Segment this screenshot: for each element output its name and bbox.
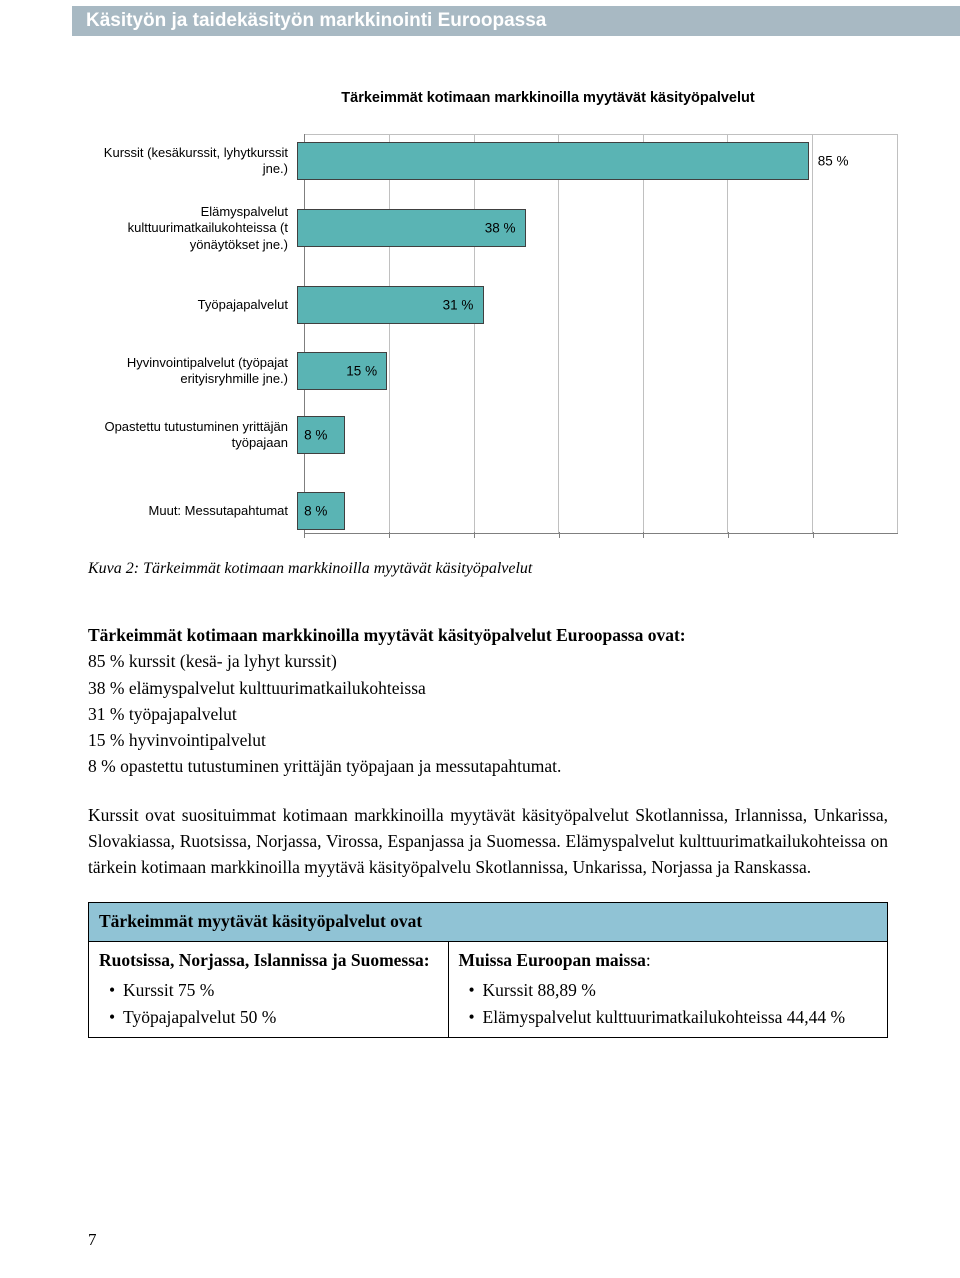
chart-gridline	[389, 135, 390, 534]
axis-tick	[389, 532, 390, 538]
axis-tick	[474, 532, 475, 538]
page-header-title: Käsityön ja taidekäsityön markkinointi E…	[86, 10, 546, 32]
chart-bar-row: Kurssit (kesäkurssit, lyhytkurssit jne.)…	[88, 142, 898, 180]
page-number: 7	[88, 1230, 97, 1250]
axis-tick	[728, 532, 729, 538]
bar-track: 8 %	[296, 416, 898, 454]
bar-track: 8 %	[296, 492, 898, 530]
bar-track: 31 %	[296, 286, 898, 324]
list-item: Työpajapalvelut 50 %	[111, 1004, 438, 1031]
chart-bar-row: Hyvinvointipalvelut (työpajat erityisryh…	[88, 352, 898, 390]
list-item: Elämyspalvelut kulttuurimatkailukohteiss…	[471, 1004, 877, 1031]
bar-value-label: 8 %	[304, 504, 327, 519]
chart-gridline	[727, 135, 728, 534]
bar-chart: Kurssit (kesäkurssit, lyhytkurssit jne.)…	[88, 134, 888, 534]
bar-track: 15 %	[296, 352, 898, 390]
chart-gridline	[812, 135, 813, 534]
summary-list-paragraph: Tärkeimmät kotimaan markkinoilla myytävä…	[88, 622, 888, 780]
table-cell-right: Muissa Euroopan maissa: Kurssit 88,89 %E…	[448, 942, 887, 1037]
figure-caption: Kuva 2: Tärkeimmät kotimaan markkinoilla…	[88, 560, 888, 578]
left-items-list: Kurssit 75 %Työpajapalvelut 50 %	[99, 977, 438, 1031]
summary-line: 15 % hyvinvointipalvelut	[88, 730, 266, 750]
bar-category-label: Elämyspalvelut kulttuurimatkailukohteiss…	[88, 204, 296, 253]
chart-plot-area	[304, 134, 898, 534]
chart-bar-row: Työpajapalvelut 31 %	[88, 286, 898, 324]
bar-value-label: 85 %	[818, 154, 849, 169]
chart-bar-row: Elämyspalvelut kulttuurimatkailukohteiss…	[88, 204, 898, 253]
bar-category-label: Kurssit (kesäkurssit, lyhytkurssit jne.)	[88, 145, 296, 178]
summary-lines: 85 % kurssit (kesä- ja lyhyt kurssit) 38 …	[88, 651, 561, 776]
summary-line: 31 % työpajapalvelut	[88, 704, 237, 724]
bar-track: 38 %	[296, 209, 898, 247]
summary-table: Tärkeimmät myytävät käsityöpalvelut ovat…	[88, 902, 888, 1038]
bar-value-label: 31 %	[443, 298, 474, 313]
summary-line: 85 % kurssit (kesä- ja lyhyt kurssit)	[88, 651, 337, 671]
bar-category-label: Opastettu tutustuminen yrittäjän työpaja…	[88, 419, 296, 452]
bar-category-label: Hyvinvointipalvelut (työpajat erityisryh…	[88, 355, 296, 388]
body-paragraph: Kurssit ovat suosituimmat kotimaan markk…	[88, 802, 888, 881]
axis-tick	[813, 532, 814, 538]
chart-y-axis	[304, 134, 305, 534]
list-item: Kurssit 88,89 %	[471, 977, 877, 1004]
axis-tick	[559, 532, 560, 538]
chart-gridline	[558, 135, 559, 534]
left-region-label: Ruotsissa, Norjassa, Islannissa ja Suome…	[99, 947, 438, 974]
axis-tick	[304, 532, 305, 538]
axis-tick	[643, 532, 644, 538]
page-header: Käsityön ja taidekäsityön markkinointi E…	[72, 6, 960, 36]
chart-bar-row: Muut: Messutapahtumat 8 %	[88, 492, 898, 530]
bar-track: 85 %	[296, 142, 898, 180]
chart-gridline	[643, 135, 644, 534]
bar-value-label: 8 %	[304, 428, 327, 443]
table-cell-left: Ruotsissa, Norjassa, Islannissa ja Suome…	[89, 942, 449, 1037]
bar-value-label: 15 %	[346, 364, 377, 379]
chart-title: Tärkeimmät kotimaan markkinoilla myytävä…	[208, 90, 888, 106]
chart-x-axis	[304, 533, 898, 534]
list-item: Kurssit 75 %	[111, 977, 438, 1004]
summary-lead: Tärkeimmät kotimaan markkinoilla myytävä…	[88, 625, 686, 645]
page-content: Tärkeimmät kotimaan markkinoilla myytävä…	[88, 90, 888, 1038]
bar-category-label: Työpajapalvelut	[88, 297, 296, 313]
summary-line: 38 % elämyspalvelut kulttuurimatkailukoh…	[88, 678, 426, 698]
bar	[297, 142, 809, 180]
chart-bar-row: Opastettu tutustuminen yrittäjän työpaja…	[88, 416, 898, 454]
chart-gridline	[474, 135, 475, 534]
summary-line: 8 % opastettu tutustuminen yrittäjän työ…	[88, 756, 561, 776]
right-region-suffix: :	[646, 950, 651, 970]
bar-category-label: Muut: Messutapahtumat	[88, 503, 296, 519]
right-items-list: Kurssit 88,89 %Elämyspalvelut kulttuurim…	[459, 977, 877, 1031]
right-region-label: Muissa Euroopan maissa	[459, 950, 646, 970]
table-header: Tärkeimmät myytävät käsityöpalvelut ovat	[89, 903, 888, 942]
bar-value-label: 38 %	[485, 221, 516, 236]
